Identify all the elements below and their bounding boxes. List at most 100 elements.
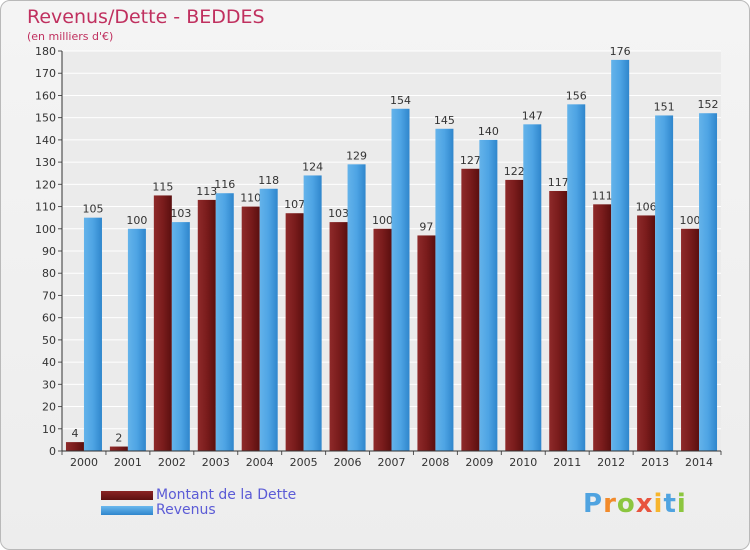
x-tick-label: 2009 xyxy=(465,456,493,469)
bar-dette xyxy=(461,168,480,451)
chart-subtitle: (en milliers d'€) xyxy=(27,30,114,43)
data-label-revenus: 116 xyxy=(214,178,235,191)
y-tick-label: 180 xyxy=(35,45,56,58)
bar-dette xyxy=(285,213,304,451)
y-tick-label: 70 xyxy=(42,289,56,302)
bar-dette xyxy=(637,215,656,451)
logo-letter: i xyxy=(676,489,687,519)
data-label-revenus: 147 xyxy=(522,109,543,122)
bar-dette xyxy=(65,442,84,451)
y-tick-label: 170 xyxy=(35,67,56,80)
x-tick-label: 2010 xyxy=(509,456,537,469)
bar-dette xyxy=(417,235,436,451)
legend-swatch-dette xyxy=(101,491,153,500)
x-tick-label: 2012 xyxy=(597,456,625,469)
x-tick-label: 2013 xyxy=(641,456,669,469)
y-tick-label: 160 xyxy=(35,89,56,102)
data-label-dette: 110 xyxy=(240,192,261,205)
x-tick-label: 2001 xyxy=(114,456,142,469)
bar-revenus xyxy=(171,222,190,451)
bar-dette xyxy=(197,199,216,451)
y-tick-label: 120 xyxy=(35,178,56,191)
bar-revenus xyxy=(347,164,366,452)
data-label-revenus: 145 xyxy=(434,114,455,127)
data-label-dette: 97 xyxy=(419,220,433,233)
bar-revenus xyxy=(127,228,146,451)
bar-dette xyxy=(241,206,260,451)
data-label-dette: 127 xyxy=(460,154,481,167)
y-tick-label: 110 xyxy=(35,201,56,214)
x-tick-label: 2011 xyxy=(553,456,581,469)
data-label-revenus: 176 xyxy=(610,45,631,58)
bar-revenus xyxy=(303,175,322,451)
x-tick-label: 2003 xyxy=(202,456,230,469)
bar-dette xyxy=(593,204,612,451)
data-label-revenus: 100 xyxy=(126,214,147,227)
x-tick-label: 2007 xyxy=(378,456,406,469)
y-tick-label: 140 xyxy=(35,134,56,147)
bar-revenus xyxy=(259,188,278,451)
logo-letter: P xyxy=(583,489,604,519)
y-tick-label: 10 xyxy=(42,423,56,436)
data-label-dette: 103 xyxy=(328,207,349,220)
bar-dette xyxy=(681,228,700,451)
y-tick-label: 50 xyxy=(42,334,56,347)
bar-revenus xyxy=(391,108,410,452)
data-label-dette: 4 xyxy=(71,427,78,440)
legend-label-dette: Montant de la Dette xyxy=(156,487,297,503)
data-label-revenus: 105 xyxy=(82,203,103,216)
y-tick-label: 100 xyxy=(35,223,56,236)
data-label-revenus: 103 xyxy=(170,207,191,220)
data-label-revenus: 118 xyxy=(258,174,279,187)
x-tick-label: 2000 xyxy=(70,456,98,469)
data-label-dette: 111 xyxy=(592,189,613,202)
logo-letter: x xyxy=(635,489,654,519)
data-label-dette: 113 xyxy=(196,185,217,198)
y-tick-label: 20 xyxy=(42,401,56,414)
y-tick-label: 80 xyxy=(42,267,56,280)
y-tick-label: 150 xyxy=(35,112,56,125)
data-label-dette: 100 xyxy=(372,214,393,227)
legend-label-revenus: Revenus xyxy=(156,502,216,518)
x-tick-label: 2008 xyxy=(421,456,449,469)
y-tick-label: 90 xyxy=(42,245,56,258)
y-tick-label: 0 xyxy=(49,445,56,458)
y-tick-label: 40 xyxy=(42,356,56,369)
data-label-revenus: 156 xyxy=(566,89,587,102)
chart-title: Revenus/Dette - BEDDES xyxy=(27,6,265,28)
data-label-revenus: 129 xyxy=(346,149,367,162)
data-label-dette: 100 xyxy=(680,214,701,227)
bar-revenus xyxy=(479,139,498,451)
data-label-revenus: 124 xyxy=(302,160,323,173)
data-label-dette: 117 xyxy=(548,176,569,189)
bar-revenus xyxy=(655,115,674,451)
bar-revenus xyxy=(699,113,718,451)
y-tick-label: 30 xyxy=(42,378,56,391)
bar-dette xyxy=(373,228,392,451)
bar-revenus xyxy=(83,217,102,451)
bar-revenus xyxy=(611,59,630,452)
bar-dette xyxy=(153,195,172,451)
bar-dette xyxy=(505,179,524,451)
x-tick-label: 2004 xyxy=(246,456,274,469)
data-label-revenus: 140 xyxy=(478,125,499,138)
bar-dette xyxy=(109,446,128,451)
bar-dette xyxy=(329,222,348,451)
data-label-revenus: 154 xyxy=(390,94,411,107)
data-label-dette: 115 xyxy=(152,180,173,193)
data-label-dette: 2 xyxy=(115,432,122,445)
logo-letter: r xyxy=(603,489,617,519)
bar-revenus xyxy=(215,193,234,451)
data-label-dette: 107 xyxy=(284,198,305,211)
bar-revenus xyxy=(567,104,586,451)
logo-letter: o xyxy=(616,489,636,519)
data-label-dette: 122 xyxy=(504,165,525,178)
bar-revenus xyxy=(435,128,454,451)
logo-letter: i xyxy=(653,489,664,519)
data-label-revenus: 152 xyxy=(698,98,719,111)
bar-dette xyxy=(549,191,568,451)
x-tick-label: 2002 xyxy=(158,456,186,469)
proxiti-logo: Proxiti xyxy=(583,489,687,519)
